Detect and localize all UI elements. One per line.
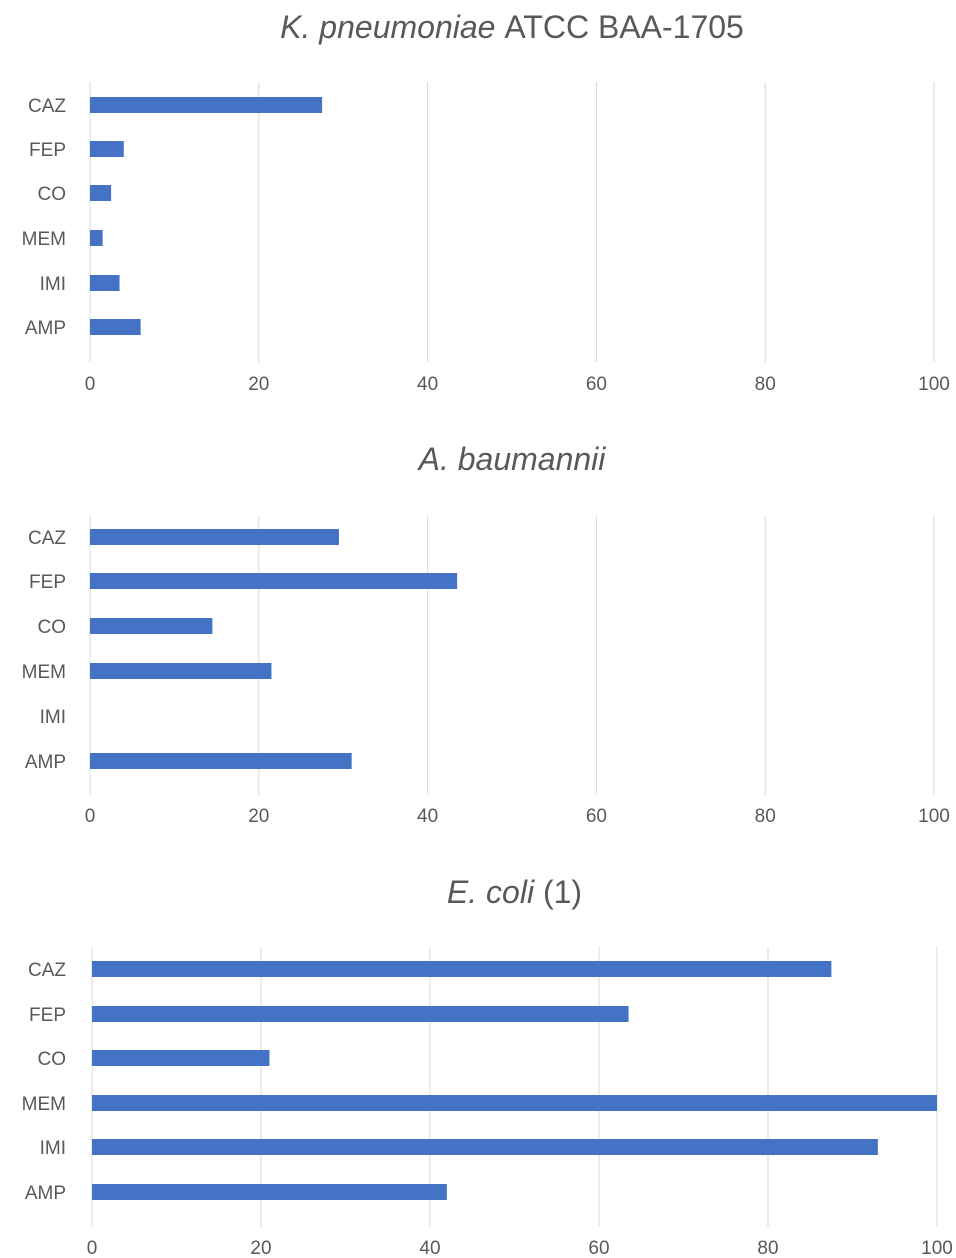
category-label-imi: IMI: [40, 707, 66, 728]
x-tick-label: 60: [588, 1238, 609, 1258]
bar-caz: [92, 961, 832, 977]
bar-amp: [90, 753, 352, 769]
x-tick-label: 20: [248, 374, 269, 395]
category-label-fep: FEP: [29, 140, 66, 161]
x-tick-label: 20: [250, 1238, 271, 1258]
bar-fep: [92, 1006, 629, 1022]
chart-title: K. pneumoniae ATCC BAA-1705: [280, 9, 744, 45]
chart-title-suffix: ATCC BAA-1705: [495, 9, 743, 45]
bar-co: [90, 618, 213, 634]
x-tick-label: 40: [417, 806, 438, 827]
bar-mem: [90, 230, 103, 246]
category-label-co: CO: [38, 617, 67, 638]
bar-imi: [92, 1139, 878, 1155]
category-label-amp: AMP: [25, 752, 66, 773]
bar-mem: [90, 663, 272, 679]
bar-amp: [90, 319, 141, 335]
x-tick-label: 100: [918, 374, 950, 395]
chart-title-species: E. coli: [447, 874, 535, 910]
chart-panel-3: E. coli (1) 0 20 40 60 80 100 CAZ FEP CO MEM IMI AMP: [22, 874, 953, 1258]
bar-imi: [90, 275, 120, 291]
bar-amp: [92, 1184, 447, 1200]
chart-title-species: K. pneumoniae: [280, 9, 495, 45]
x-tick-label: 100: [921, 1238, 953, 1258]
x-tick-label: 100: [918, 806, 950, 827]
bar-co: [90, 185, 112, 201]
chart-title: E. coli (1): [447, 874, 582, 910]
x-tick-label: 80: [755, 374, 776, 395]
chart-title-species: A. baumannii: [417, 441, 607, 477]
x-tick-label: 80: [755, 806, 776, 827]
category-label-caz: CAZ: [28, 96, 66, 117]
category-label-co: CO: [38, 184, 67, 205]
bar-caz: [90, 97, 323, 113]
bar-fep: [90, 141, 124, 157]
category-label-mem: MEM: [22, 1094, 66, 1115]
bar-mem: [92, 1095, 937, 1111]
x-tick-label: 0: [87, 1238, 98, 1258]
x-tick-label: 80: [757, 1238, 778, 1258]
chart-title-suffix: (1): [534, 874, 582, 910]
bar-caz: [90, 529, 339, 545]
x-tick-label: 20: [248, 806, 269, 827]
category-label-co: CO: [38, 1049, 67, 1070]
category-label-caz: CAZ: [28, 960, 66, 981]
category-label-caz: CAZ: [28, 528, 66, 549]
chart-panel-1: K. pneumoniae ATCC BAA-1705 0 20 40 60 80 100 C…: [22, 9, 950, 395]
bar-fep: [90, 573, 458, 589]
bar-co: [92, 1050, 270, 1066]
chart-title: A. baumannii: [417, 441, 607, 477]
x-tick-label: 40: [419, 1238, 440, 1258]
x-tick-label: 60: [586, 374, 607, 395]
x-tick-label: 60: [586, 806, 607, 827]
category-label-amp: AMP: [25, 1183, 66, 1204]
x-tick-label: 0: [85, 374, 96, 395]
category-label-fep: FEP: [29, 572, 66, 593]
category-label-amp: AMP: [25, 318, 66, 339]
category-label-imi: IMI: [40, 274, 66, 295]
category-label-mem: MEM: [22, 229, 66, 250]
category-label-fep: FEP: [29, 1005, 66, 1026]
chart-panel-2: A. baumannii 0 20 40 60 80 100 CAZ FEP CO MEM IMI AM…: [22, 441, 950, 827]
category-label-mem: MEM: [22, 662, 66, 683]
x-tick-label: 0: [85, 806, 96, 827]
category-label-imi: IMI: [40, 1138, 66, 1159]
x-tick-label: 40: [417, 374, 438, 395]
